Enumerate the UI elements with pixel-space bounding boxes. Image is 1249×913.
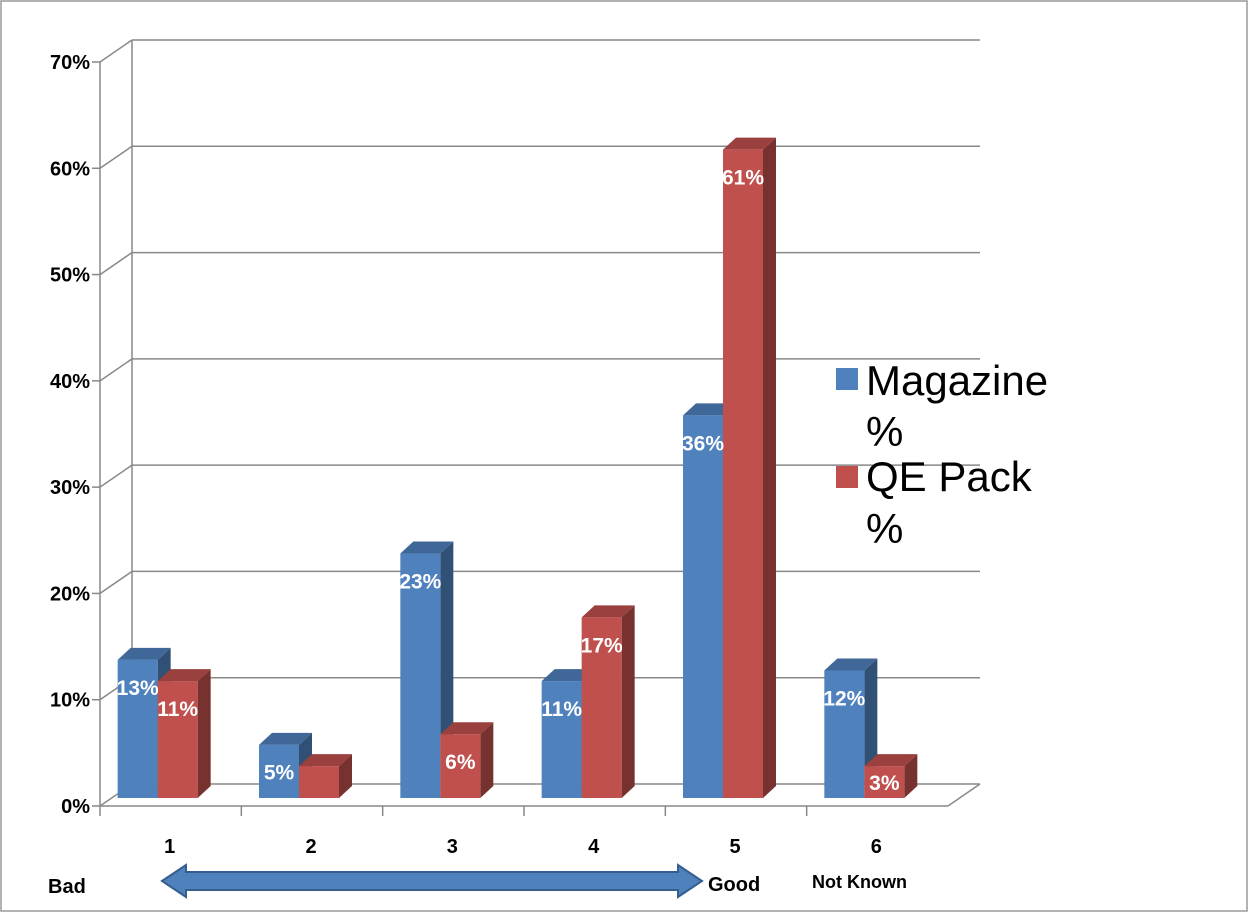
data-label: 23% — [399, 571, 441, 594]
legend-swatch — [836, 368, 858, 390]
gridline-side — [99, 39, 133, 63]
y-tick-label: 20% — [50, 583, 90, 605]
gridline-side — [99, 251, 133, 276]
data-label: 11% — [541, 698, 582, 721]
x-axis-categories: 1 2 3 4 5 6 — [99, 806, 882, 858]
bars — [117, 137, 918, 798]
bar-front — [723, 149, 763, 798]
data-label: 17% — [581, 634, 623, 657]
scale-not-known-label: Not Known — [812, 872, 907, 892]
bar — [299, 754, 352, 798]
y-tick-label: 30% — [50, 477, 90, 499]
bar-side — [763, 137, 776, 798]
bar-front — [117, 659, 158, 798]
legend-item: Magazine% — [836, 357, 1048, 455]
x-category-label: 2 — [305, 836, 316, 858]
data-label: 5% — [264, 761, 295, 784]
data-label: 36% — [682, 432, 724, 455]
bar-front — [440, 734, 481, 798]
bar-side — [197, 669, 211, 798]
double-arrow-icon — [160, 863, 704, 899]
bar-front — [299, 766, 339, 798]
y-tick-label: 60% — [50, 158, 90, 180]
legend-item: QE Pack% — [836, 453, 1033, 552]
legend-label: QE Pack — [866, 453, 1033, 500]
x-category-label: 5 — [729, 836, 740, 858]
x-category-label: 3 — [447, 836, 458, 858]
bar-top — [440, 722, 494, 735]
data-label: 61% — [722, 167, 764, 190]
bar — [157, 669, 211, 798]
bar-side — [621, 605, 635, 798]
legend: Magazine%QE Pack% — [836, 357, 1048, 552]
bar-top — [581, 605, 635, 618]
floor-edge — [947, 783, 981, 807]
gridline-side — [99, 464, 133, 488]
bar-front — [864, 766, 905, 798]
data-label: 11% — [157, 698, 198, 721]
bar-top — [824, 658, 878, 671]
gridline-side — [99, 570, 133, 595]
bar — [581, 605, 635, 798]
bar-top — [683, 403, 736, 416]
bar-top — [400, 541, 454, 554]
bar-front — [683, 415, 723, 798]
bar-top — [541, 669, 595, 682]
gridline-side — [99, 358, 133, 382]
data-label: 3% — [869, 772, 900, 795]
gridline-side — [99, 145, 133, 169]
data-label: 12% — [823, 687, 865, 710]
bar-top — [259, 732, 312, 745]
y-tick-label: 0% — [61, 796, 90, 818]
scale-good-label: Good — [708, 874, 760, 896]
bar-top — [723, 137, 776, 150]
bar-side — [480, 722, 494, 798]
y-axis-ticks: 0% 10% 20% 30% 40% 50% 60% 70% — [50, 52, 90, 818]
bar-front — [157, 681, 198, 798]
bar-top — [157, 669, 211, 682]
bar-front — [581, 617, 622, 798]
y-tick-label: 10% — [50, 690, 90, 712]
y-tick-label: 70% — [50, 52, 90, 74]
bar — [824, 658, 878, 798]
bar-side — [904, 754, 918, 798]
legend-label: Magazine — [866, 357, 1048, 404]
bar — [864, 754, 918, 798]
x-category-label: 4 — [588, 836, 600, 858]
y-tick-label: 40% — [50, 371, 90, 393]
x-category-label: 1 — [164, 836, 175, 858]
bar-front — [400, 553, 441, 798]
bar-front — [824, 670, 865, 798]
bar-front — [259, 744, 299, 798]
bar-side — [339, 754, 352, 798]
x-category-label: 6 — [871, 836, 882, 858]
legend-swatch — [836, 466, 858, 488]
legend-label-cont: % — [866, 408, 903, 455]
bar-top — [299, 754, 352, 767]
bar-front — [541, 681, 582, 798]
bar — [723, 137, 776, 798]
legend-label-cont: % — [866, 505, 903, 552]
bar — [440, 722, 494, 798]
rating-scale: Bad Good Not Known — [48, 863, 907, 899]
y-tick-label: 50% — [50, 265, 90, 287]
bar-top — [117, 647, 171, 660]
scale-bad-label: Bad — [48, 876, 86, 898]
data-label: 6% — [445, 751, 476, 774]
bar-top — [864, 754, 918, 767]
data-label: 13% — [117, 677, 159, 700]
data-labels: 13%11%5%23%6%11%17%36%61%12%3% — [117, 167, 900, 795]
